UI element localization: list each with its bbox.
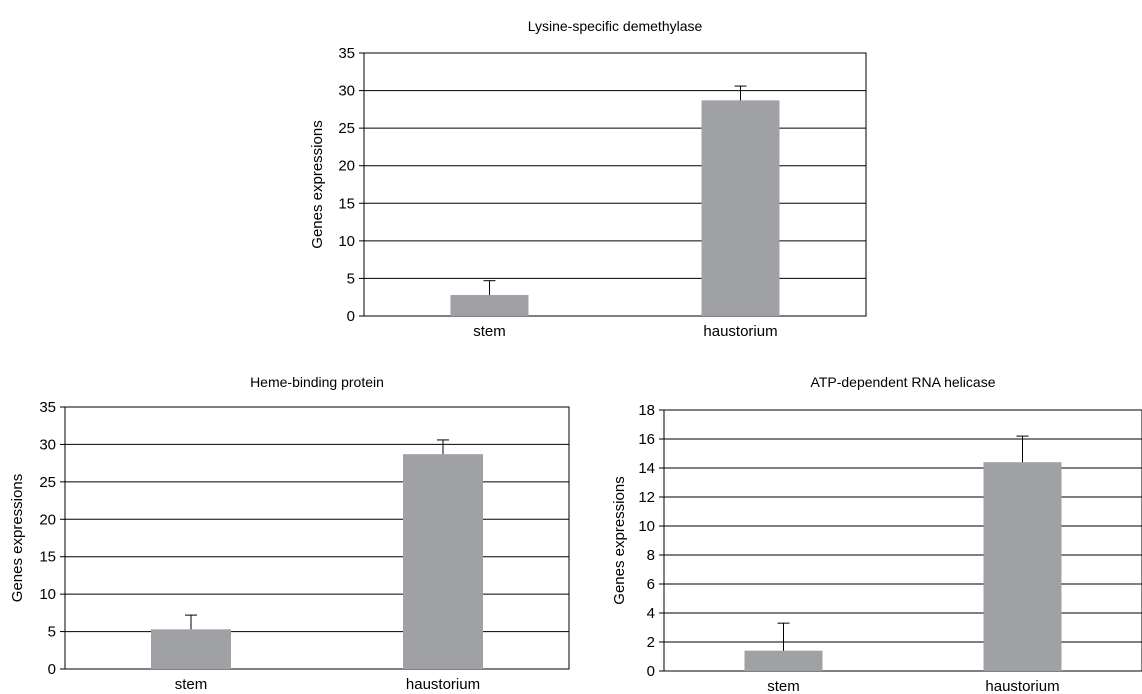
y-tick-label: 0 xyxy=(347,308,355,325)
plot-frame xyxy=(363,52,867,317)
bar-haustorium xyxy=(403,454,483,669)
y-tick-label: 0 xyxy=(48,661,56,678)
x-tick-label: haustorium xyxy=(406,676,480,693)
y-tick-label: 14 xyxy=(638,460,655,477)
y-tick-label: 35 xyxy=(338,45,355,62)
y-tick-label: 5 xyxy=(347,270,355,287)
y-tick-label: 6 xyxy=(647,576,655,593)
x-tick-label: stem xyxy=(175,676,208,693)
bar-haustorium xyxy=(983,462,1062,671)
y-tick-label: 25 xyxy=(39,474,56,491)
x-tick-label: stem xyxy=(767,678,800,694)
y-tick-label: 8 xyxy=(647,547,655,564)
y-tick-label: 20 xyxy=(39,511,56,528)
y-tick-label: 18 xyxy=(638,402,655,419)
y-tick-label: 10 xyxy=(338,233,355,250)
y-tick-label: 4 xyxy=(647,605,655,622)
x-tick-label: stem xyxy=(473,323,506,340)
bar-stem xyxy=(151,629,231,669)
y-tick-label: 20 xyxy=(338,158,355,175)
y-tick-label: 2 xyxy=(647,634,655,651)
chart-title: Heme-binding protein xyxy=(250,374,384,390)
chart-title: Lysine-specific demethylase xyxy=(528,18,703,34)
chart-atp-dependent-rna-helicase: ATP-dependent RNA helicase 0 2 4 6 8 10 12 14 16 1… xyxy=(611,374,1142,694)
x-tick-label: haustorium xyxy=(703,323,777,340)
y-tick-label: 10 xyxy=(39,586,56,603)
chart-lysine-specific-demethylase: Lysine-specific demethylase 0 5 10 15 20 25 30 3… xyxy=(309,18,867,340)
y-tick-label: 5 xyxy=(48,624,56,641)
x-tick-label: haustorium xyxy=(985,678,1059,694)
y-tick-label: 35 xyxy=(39,399,56,416)
bar-stem xyxy=(744,650,823,671)
chart-title: ATP-dependent RNA helicase xyxy=(811,374,996,390)
y-axis-label: Genes expressions xyxy=(611,476,628,604)
plot-frame xyxy=(64,406,570,670)
bar-stem xyxy=(450,294,529,316)
y-tick-label: 30 xyxy=(338,83,355,100)
y-tick-label: 12 xyxy=(638,489,655,506)
y-tick-label: 0 xyxy=(647,663,655,680)
y-tick-label: 15 xyxy=(39,549,56,566)
y-axis-label: Genes expressions xyxy=(9,474,26,602)
y-tick-label: 15 xyxy=(338,195,355,212)
y-tick-label: 30 xyxy=(39,436,56,453)
y-tick-label: 25 xyxy=(338,120,355,137)
y-axis-label: Genes expressions xyxy=(309,120,326,248)
y-tick-label: 16 xyxy=(638,431,655,448)
y-tick-label: 10 xyxy=(638,518,655,535)
chart-heme-binding-protein: Heme-binding protein 0 5 10 15 20 25 30 35 Genes … xyxy=(9,374,570,693)
plot-frame xyxy=(663,409,1142,672)
bar-haustorium xyxy=(701,100,780,316)
